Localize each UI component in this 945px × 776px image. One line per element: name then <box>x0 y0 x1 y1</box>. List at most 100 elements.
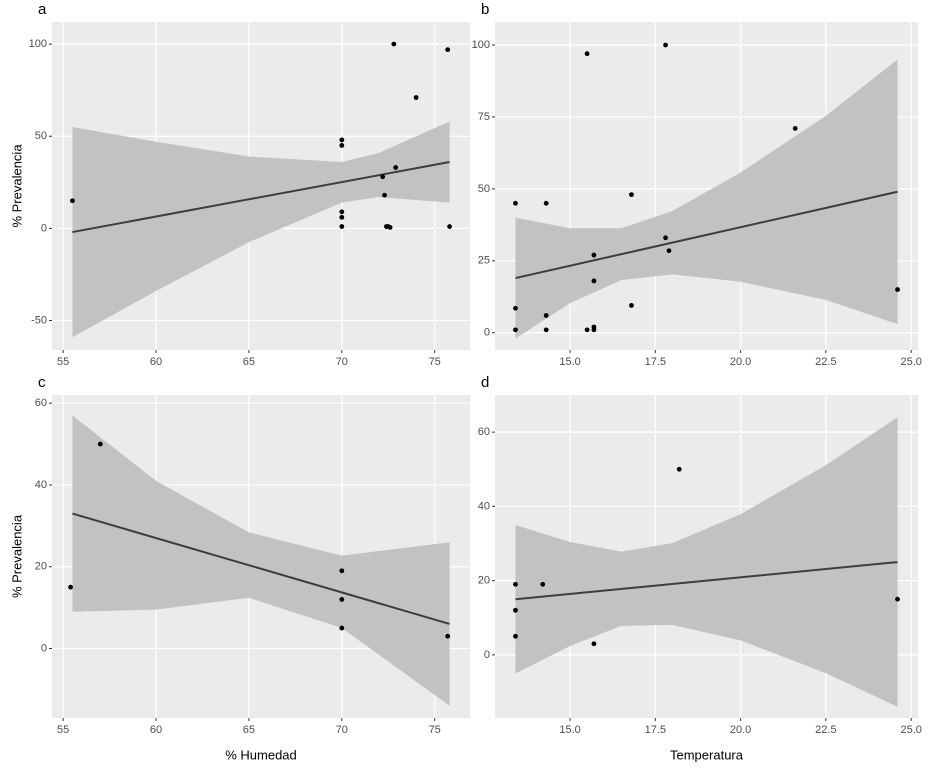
point <box>663 42 668 48</box>
x-axis-title: % Humedad <box>225 747 297 762</box>
point <box>629 303 634 308</box>
y-tick-label: 40 <box>478 500 490 512</box>
point <box>540 581 546 587</box>
y-tick-label: 100 <box>472 39 490 51</box>
point <box>339 137 345 143</box>
y-tick-label: 0 <box>41 222 47 234</box>
fit-line <box>515 190 898 280</box>
point <box>339 625 345 631</box>
plot-area <box>495 22 918 350</box>
confidence-band <box>72 415 450 706</box>
point <box>513 327 518 333</box>
confidence-band <box>515 59 898 339</box>
y-tick-label: 25 <box>478 255 490 267</box>
confidence-band <box>515 417 898 707</box>
point <box>339 568 345 574</box>
fit-line <box>72 512 450 625</box>
x-tick-label: 70 <box>336 356 348 368</box>
y-tick-label: 60 <box>478 426 490 438</box>
plot-area <box>52 395 470 718</box>
y-tick-label: 20 <box>478 575 490 587</box>
point <box>513 633 518 639</box>
point <box>543 327 549 333</box>
point <box>792 126 798 131</box>
x-tick-label: 75 <box>429 356 441 368</box>
y-axis-title: % Prevalencia <box>9 514 24 598</box>
y-tick-label: -50 <box>31 314 47 326</box>
x-tick-label: 60 <box>150 724 162 736</box>
point <box>666 248 672 254</box>
point <box>393 165 399 170</box>
point <box>97 441 103 447</box>
x-tick-label: 15.0 <box>559 724 580 736</box>
point <box>68 584 73 590</box>
point <box>339 209 345 215</box>
y-tick-label: 75 <box>478 111 490 123</box>
x-tick-label: 17.5 <box>645 724 666 736</box>
y-tick-label: 0 <box>41 642 47 654</box>
x-tick-label: 55 <box>57 724 69 736</box>
point <box>513 305 518 311</box>
panel-label: b <box>481 1 489 18</box>
x-tick-label: 65 <box>243 356 255 368</box>
point <box>413 95 419 100</box>
y-tick-label: 20 <box>35 561 47 573</box>
point <box>895 287 900 292</box>
point <box>895 596 900 602</box>
panel-label: c <box>38 374 46 391</box>
point <box>591 278 597 284</box>
point <box>584 51 590 57</box>
point <box>543 200 549 206</box>
y-tick-label: 50 <box>478 183 490 195</box>
point <box>391 41 397 47</box>
y-tick-label: 0 <box>484 649 490 661</box>
point <box>380 174 386 180</box>
x-axis-title: Temperatura <box>670 747 744 762</box>
point <box>339 214 345 220</box>
x-tick-label: 20.0 <box>730 356 751 368</box>
point <box>339 224 345 229</box>
point <box>445 47 451 53</box>
point <box>513 581 518 587</box>
point <box>591 324 597 330</box>
x-tick-label: 17.5 <box>645 356 666 368</box>
point <box>445 633 451 639</box>
point <box>447 224 452 229</box>
x-tick-label: 70 <box>336 724 348 736</box>
x-tick-label: 25.0 <box>900 724 921 736</box>
point <box>339 597 345 602</box>
panel-label: a <box>38 1 47 18</box>
point <box>629 192 634 198</box>
y-tick-label: 40 <box>35 479 47 491</box>
x-tick-label: 22.5 <box>815 724 836 736</box>
confidence-band <box>72 121 450 338</box>
point <box>513 200 518 206</box>
x-tick-label: 55 <box>57 356 69 368</box>
y-tick-label: 60 <box>35 397 47 409</box>
x-tick-label: 60 <box>150 356 162 368</box>
point <box>591 252 597 258</box>
point <box>591 641 597 647</box>
x-tick-label: 22.5 <box>815 356 836 368</box>
fit-line <box>72 161 450 234</box>
fit-line <box>515 561 898 601</box>
y-tick-label: 100 <box>29 38 47 50</box>
x-tick-label: 25.0 <box>900 356 921 368</box>
point <box>584 327 590 333</box>
plot-area <box>495 395 918 718</box>
point <box>663 235 668 241</box>
x-tick-label: 15.0 <box>559 356 580 368</box>
y-tick-label: 50 <box>35 130 47 142</box>
panel-label: d <box>481 374 489 391</box>
x-tick-label: 65 <box>243 724 255 736</box>
point <box>543 313 549 318</box>
x-tick-label: 75 <box>429 724 441 736</box>
point <box>339 143 345 148</box>
plot-area <box>52 22 470 350</box>
point <box>385 224 391 229</box>
point <box>513 607 518 613</box>
point <box>70 198 75 204</box>
y-axis-title: % Prevalencia <box>9 144 24 228</box>
